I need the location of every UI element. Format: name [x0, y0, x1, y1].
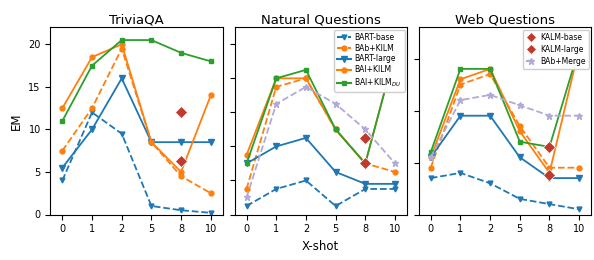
Y-axis label: EM: EM: [10, 112, 23, 130]
X-axis label: X-shot: X-shot: [302, 240, 339, 253]
Title: Natural Questions: Natural Questions: [261, 13, 381, 26]
Legend: KALM-base, KALM-large, BAb+Merge: KALM-base, KALM-large, BAb+Merge: [523, 30, 589, 69]
Title: TriviaQA: TriviaQA: [109, 13, 164, 26]
Legend: BART-base, BAb+KILM, BART-large, BAI+KILM, BAI+KILM$_{DU}$: BART-base, BAb+KILM, BART-large, BAI+KIL…: [334, 30, 405, 92]
Title: Web Questions: Web Questions: [455, 13, 555, 26]
